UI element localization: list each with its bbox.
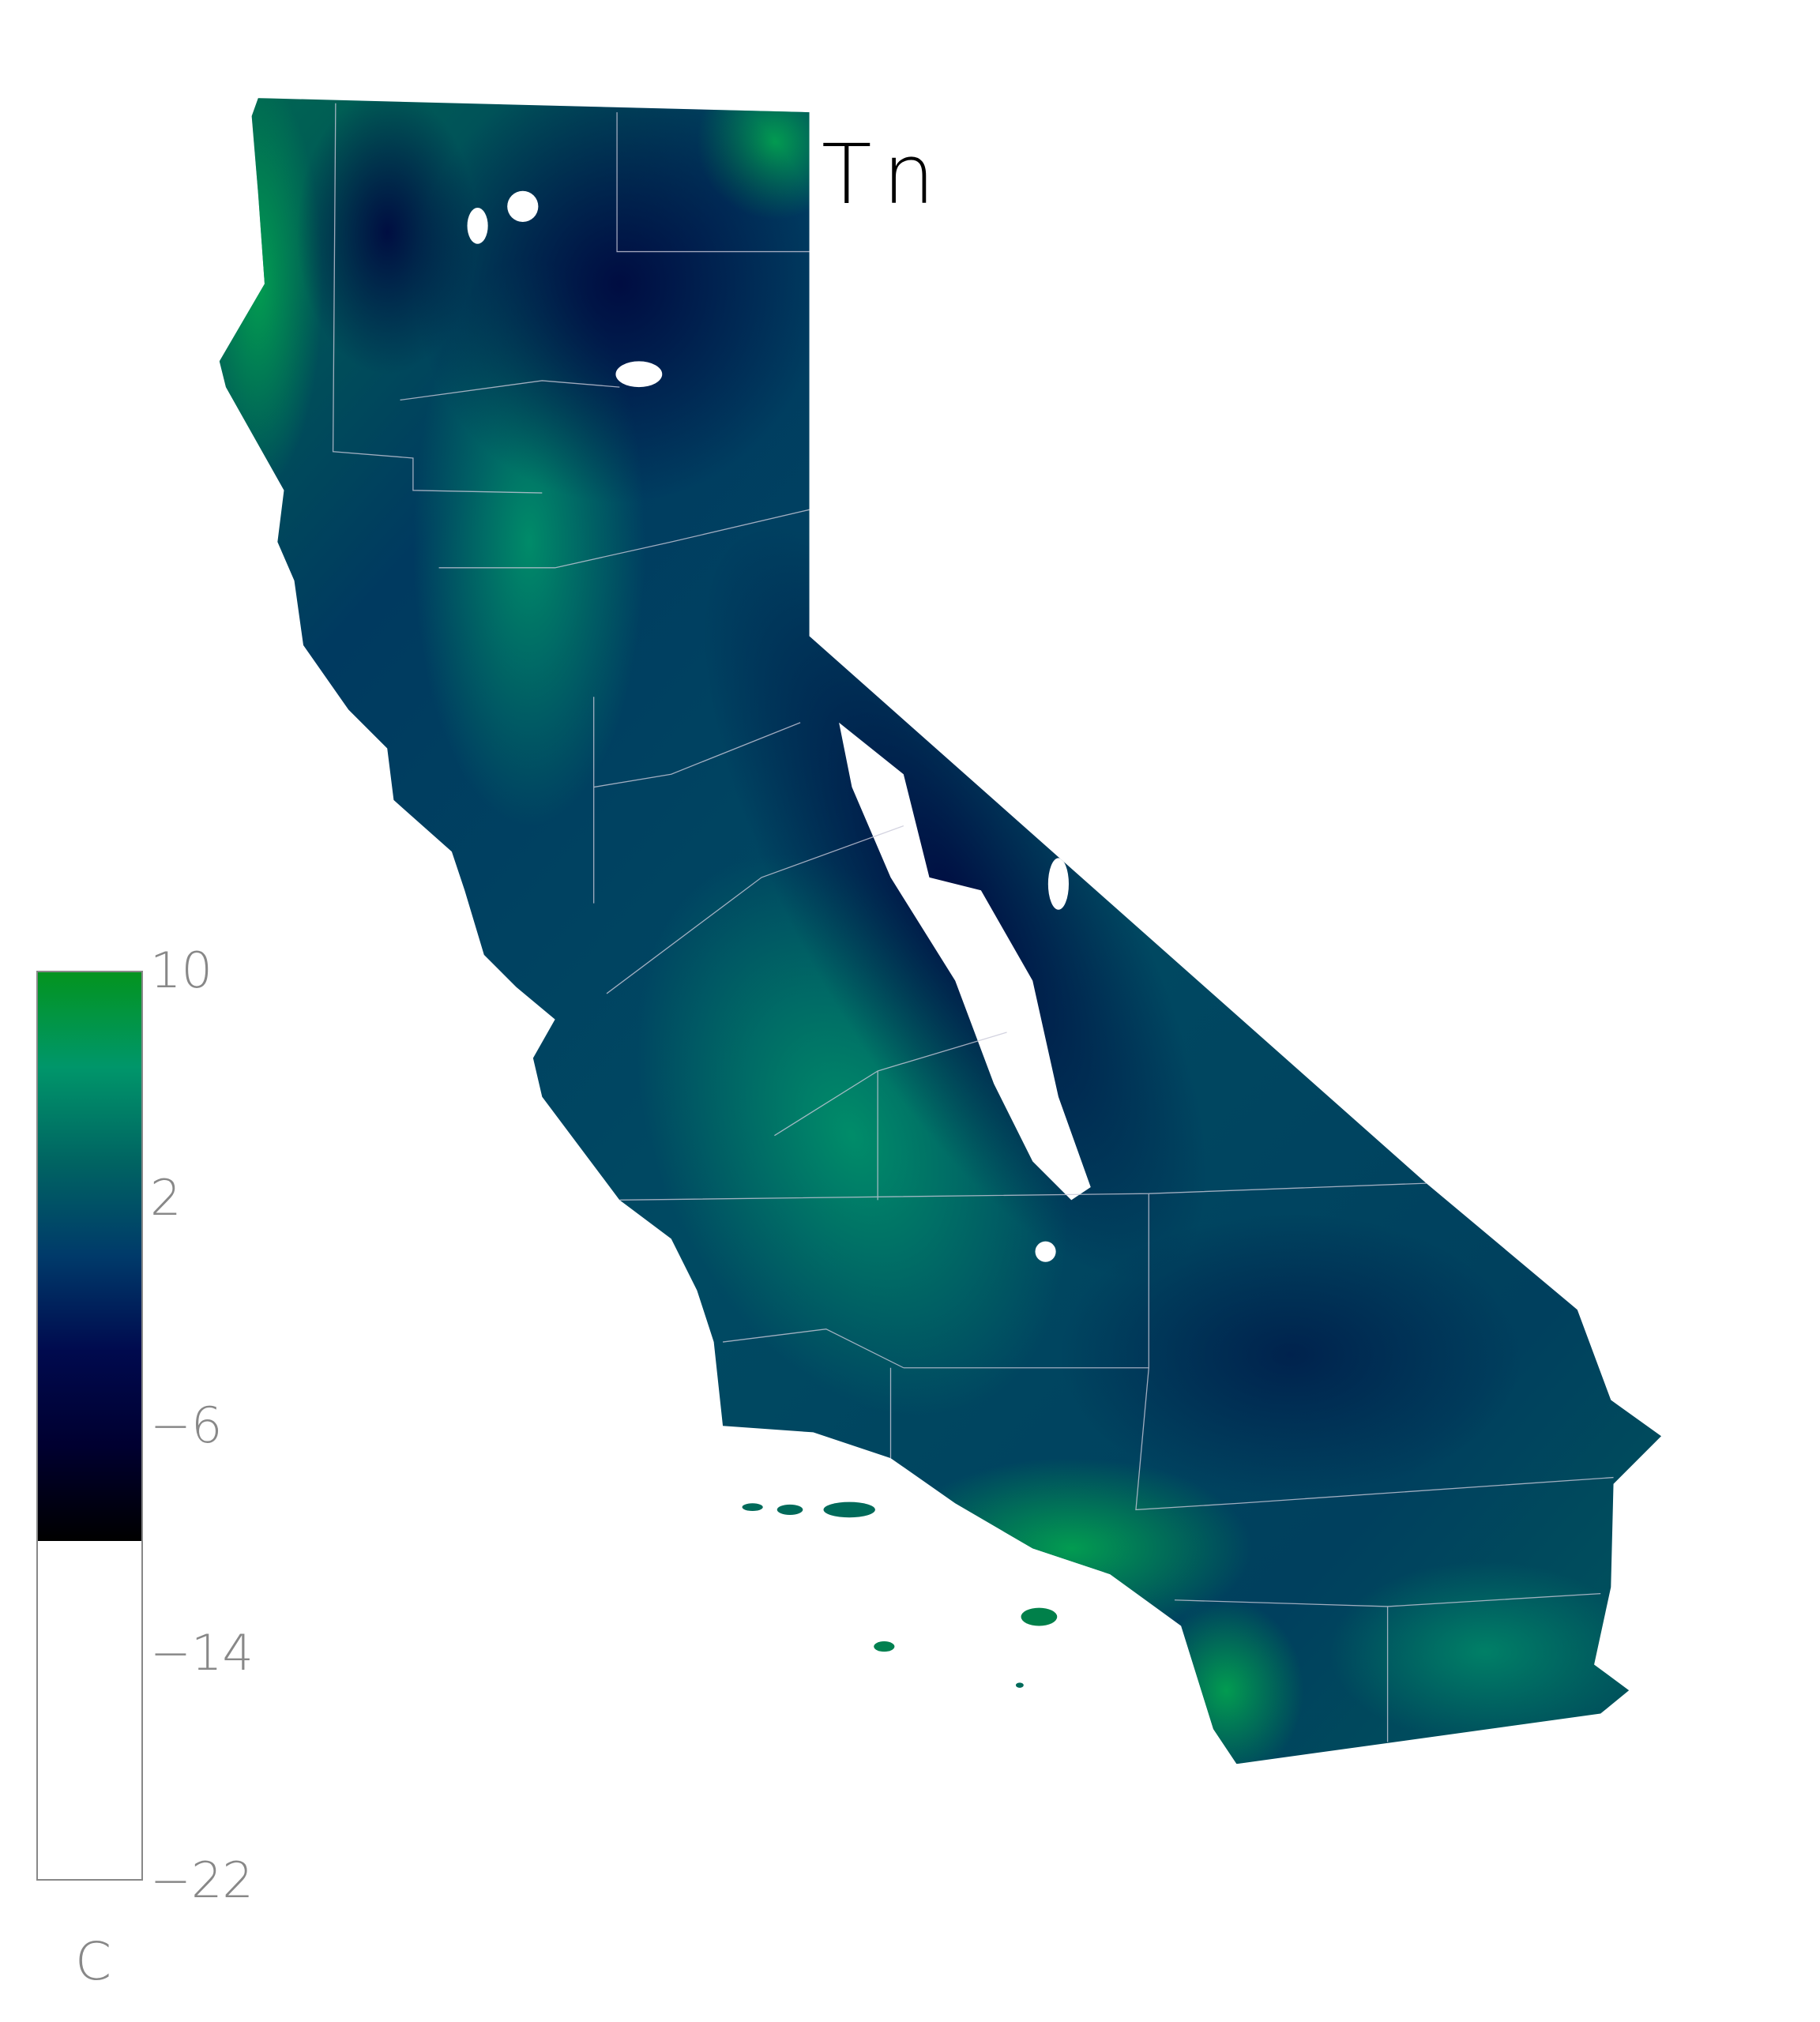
klamath-cold bbox=[296, 98, 478, 374]
desert-cold bbox=[1058, 1212, 1524, 1498]
colorbar-tick-label: −14 bbox=[150, 1624, 254, 1682]
san-diego-coast-warm bbox=[1149, 1599, 1304, 1765]
colorbar-tick-label: 10 bbox=[150, 941, 212, 999]
colorbar-tick-label: −6 bbox=[150, 1396, 223, 1454]
desert-warm bbox=[1329, 1561, 1640, 1742]
map-title: Tn bbox=[822, 126, 946, 223]
colorbar-unit: C bbox=[75, 1931, 112, 1992]
colorbar-tick-label: 2 bbox=[150, 1169, 182, 1227]
colorbar-gradient bbox=[38, 972, 141, 1541]
channel-islands bbox=[742, 1501, 1058, 1688]
colorbar-tick-label: −22 bbox=[150, 1851, 254, 1909]
county-boundaries bbox=[332, 103, 1614, 1742]
colorbar bbox=[36, 971, 143, 1881]
modoc-cold bbox=[412, 98, 826, 504]
snow-below-range bbox=[467, 190, 1091, 1262]
